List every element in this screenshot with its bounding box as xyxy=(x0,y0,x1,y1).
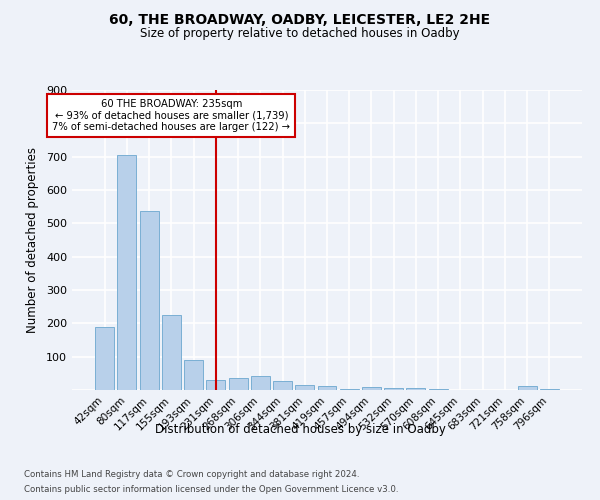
Bar xyxy=(540,389,559,390)
Text: Contains public sector information licensed under the Open Government Licence v3: Contains public sector information licen… xyxy=(24,485,398,494)
Bar xyxy=(295,384,314,390)
Y-axis label: Number of detached properties: Number of detached properties xyxy=(26,147,39,333)
Bar xyxy=(184,360,203,390)
Bar xyxy=(251,376,270,390)
Text: Size of property relative to detached houses in Oadby: Size of property relative to detached ho… xyxy=(140,28,460,40)
Bar xyxy=(140,210,158,390)
Bar xyxy=(229,378,248,390)
Bar xyxy=(317,386,337,390)
Bar xyxy=(406,388,425,390)
Text: Distribution of detached houses by size in Oadby: Distribution of detached houses by size … xyxy=(155,422,445,436)
Bar xyxy=(518,386,536,390)
Bar xyxy=(206,380,225,390)
Text: Contains HM Land Registry data © Crown copyright and database right 2024.: Contains HM Land Registry data © Crown c… xyxy=(24,470,359,479)
Bar xyxy=(384,388,403,390)
Bar xyxy=(362,386,381,390)
Bar xyxy=(162,316,181,390)
Bar xyxy=(95,326,114,390)
Bar xyxy=(118,154,136,390)
Bar xyxy=(340,389,359,390)
Text: 60, THE BROADWAY, OADBY, LEICESTER, LE2 2HE: 60, THE BROADWAY, OADBY, LEICESTER, LE2 … xyxy=(109,12,491,26)
Text: 60 THE BROADWAY: 235sqm
← 93% of detached houses are smaller (1,739)
7% of semi-: 60 THE BROADWAY: 235sqm ← 93% of detache… xyxy=(52,99,290,132)
Bar xyxy=(273,381,292,390)
